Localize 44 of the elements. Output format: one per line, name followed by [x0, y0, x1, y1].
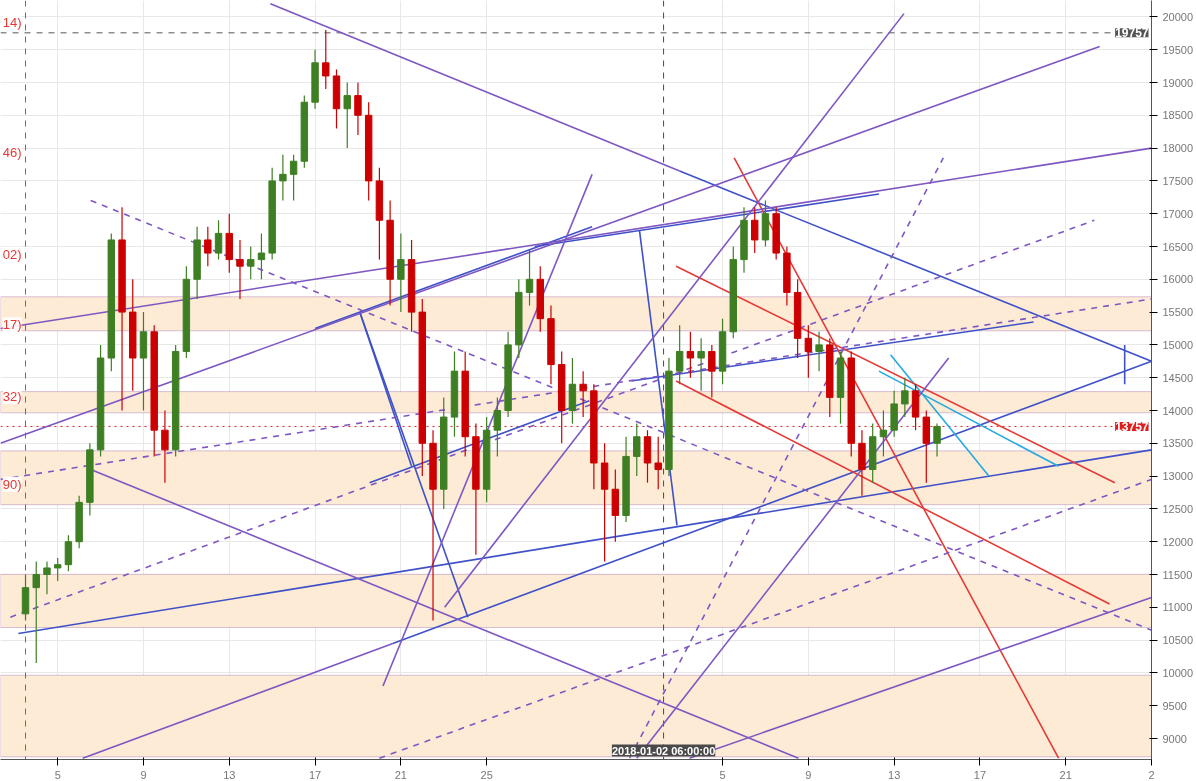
x-tick-label: 9 — [140, 768, 147, 781]
y-tick-label: 13000 — [1162, 470, 1194, 483]
y-tick-label: 13500 — [1162, 437, 1194, 450]
annotation: 90) — [2, 476, 22, 492]
y-tick-label: 11500 — [1162, 568, 1193, 581]
annotation: 02) — [2, 246, 22, 262]
y-tick-label: 18500 — [1162, 109, 1194, 122]
x-tick-label: 2 — [1148, 768, 1155, 781]
annotation: 14) — [2, 15, 22, 31]
y-tick-label: 11000 — [1162, 601, 1193, 614]
y-tick-label: 18000 — [1162, 142, 1194, 155]
y-tick-label: 10000 — [1162, 666, 1194, 679]
y-tick-label: 9000 — [1162, 732, 1187, 745]
y-tick-label: 15500 — [1162, 306, 1194, 319]
x-tick-label: 9 — [805, 768, 812, 781]
annotation: 46) — [2, 144, 22, 160]
y-tick-label: 9500 — [1162, 699, 1187, 712]
y-tick-label: 19000 — [1162, 76, 1194, 89]
y-tick-label: 14000 — [1162, 404, 1194, 417]
y-tick-label: 17500 — [1162, 174, 1194, 187]
ref-line-label: 2018-01-02 06:00:00 — [611, 744, 716, 757]
x-tick-label: 5 — [719, 768, 726, 781]
y-tick-label: 20000 — [1162, 10, 1194, 23]
x-tick-label: 13 — [223, 768, 236, 781]
x-tick-label: 25 — [480, 768, 493, 781]
y-tick-label: 16000 — [1162, 273, 1194, 286]
x-tick-label: 17 — [308, 768, 322, 781]
y-tick-label: 16500 — [1162, 240, 1194, 253]
x-tick-label: 21 — [1059, 768, 1072, 781]
y-tick-label: 10500 — [1162, 634, 1194, 647]
y-tick-label: 15000 — [1162, 338, 1194, 351]
annotation: 32) — [2, 388, 22, 404]
x-tick-label: 5 — [54, 768, 61, 781]
y-tick-label: 12500 — [1162, 502, 1194, 515]
x-tick-label: 17 — [973, 768, 987, 781]
y-tick-label: 19500 — [1162, 43, 1194, 56]
y-tick-label: 17000 — [1162, 207, 1194, 220]
y-tick-label: 12000 — [1162, 535, 1194, 548]
x-tick-label: 21 — [394, 768, 407, 781]
annotation: 17) — [2, 317, 22, 333]
y-tick-label: 14500 — [1162, 371, 1194, 384]
x-tick-label: 13 — [888, 768, 901, 781]
ref-line-label: 19757 — [1115, 26, 1149, 41]
ref-line-label: 13757 — [1115, 419, 1149, 434]
